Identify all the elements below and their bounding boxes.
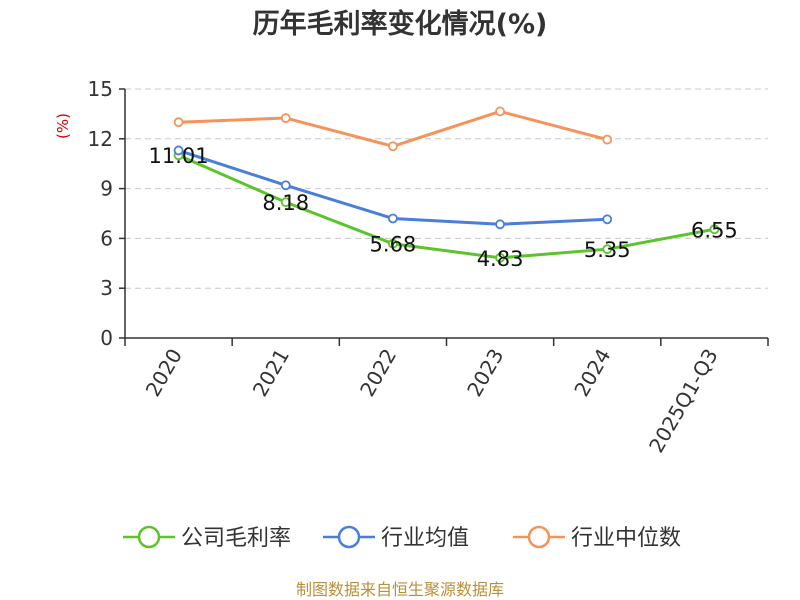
chart-title: 历年毛利率变化情况(%): [253, 8, 548, 40]
y-axis: 0 3 6 9 12 15: [88, 77, 126, 350]
legend: 公司毛利率 行业均值 行业中位数: [123, 525, 681, 551]
series-0-point-4: [602, 244, 613, 255]
x-tick-label-4: 2024: [569, 345, 615, 401]
series-2-point-2: [388, 141, 398, 152]
y-tick-label-4: 12: [88, 127, 113, 151]
y-tick-label-1: 3: [100, 276, 113, 300]
y-tick-label-3: 9: [100, 177, 113, 201]
series-0-point-3: [495, 252, 505, 263]
x-axis: 2020 2021 2022 2023 2024 2025Q1-Q3: [124, 337, 769, 457]
series-line-1: [178, 148, 608, 226]
legend-label-1: 行业均值: [381, 526, 469, 551]
series-0-point-1: [280, 197, 291, 208]
series-group: [173, 106, 720, 263]
series-2-point-4: [602, 134, 613, 145]
data-label-4: 5.35: [584, 238, 631, 262]
data-label-3: 4.83: [477, 247, 524, 271]
y-tick-label-5: 15: [88, 77, 113, 101]
series-1-point-0: [173, 145, 184, 156]
legend-marker-1: [337, 525, 361, 549]
data-label-0: 11.01: [149, 144, 209, 168]
data-label-5: 6.55: [691, 218, 738, 242]
series-line-2: [178, 109, 608, 148]
series-2-point-1: [280, 113, 291, 123]
series-1-point-3: [495, 219, 505, 230]
series-1-point-4: [602, 214, 613, 225]
series-0-point-2: [388, 238, 398, 249]
x-tick-label-5: 2025Q1-Q3: [644, 345, 723, 457]
x-tick-label-0: 2020: [141, 345, 187, 401]
x-tick-label-3: 2023: [462, 345, 508, 401]
grid-lines: [125, 88, 768, 289]
x-tick-label-1: 2021: [248, 345, 294, 401]
x-tick-label-2: 2022: [355, 345, 401, 401]
data-label-1: 8.18: [262, 191, 309, 215]
legend-label-2: 行业中位数: [571, 526, 681, 551]
data-labels: 11.01 8.18 5.68 4.83 5.35 6.55: [149, 144, 738, 271]
series-1-point-1: [280, 180, 291, 191]
series-1-point-2: [388, 213, 398, 224]
y-axis-unit: (%): [54, 113, 72, 139]
series-2-point-3: [495, 106, 505, 117]
source-note: 制图数据来自恒生聚源数据库: [296, 580, 504, 599]
series-0-point-5: [709, 224, 720, 235]
series-line-0: [177, 153, 715, 260]
legend-marker-0: [137, 525, 161, 549]
series-2-point-0: [173, 117, 184, 128]
y-tick-label-2: 6: [100, 226, 113, 250]
legend-label-0: 公司毛利率: [181, 526, 291, 551]
data-label-2: 5.68: [370, 233, 417, 257]
y-tick-label-0: 0: [100, 326, 113, 350]
legend-marker-2: [527, 525, 551, 549]
